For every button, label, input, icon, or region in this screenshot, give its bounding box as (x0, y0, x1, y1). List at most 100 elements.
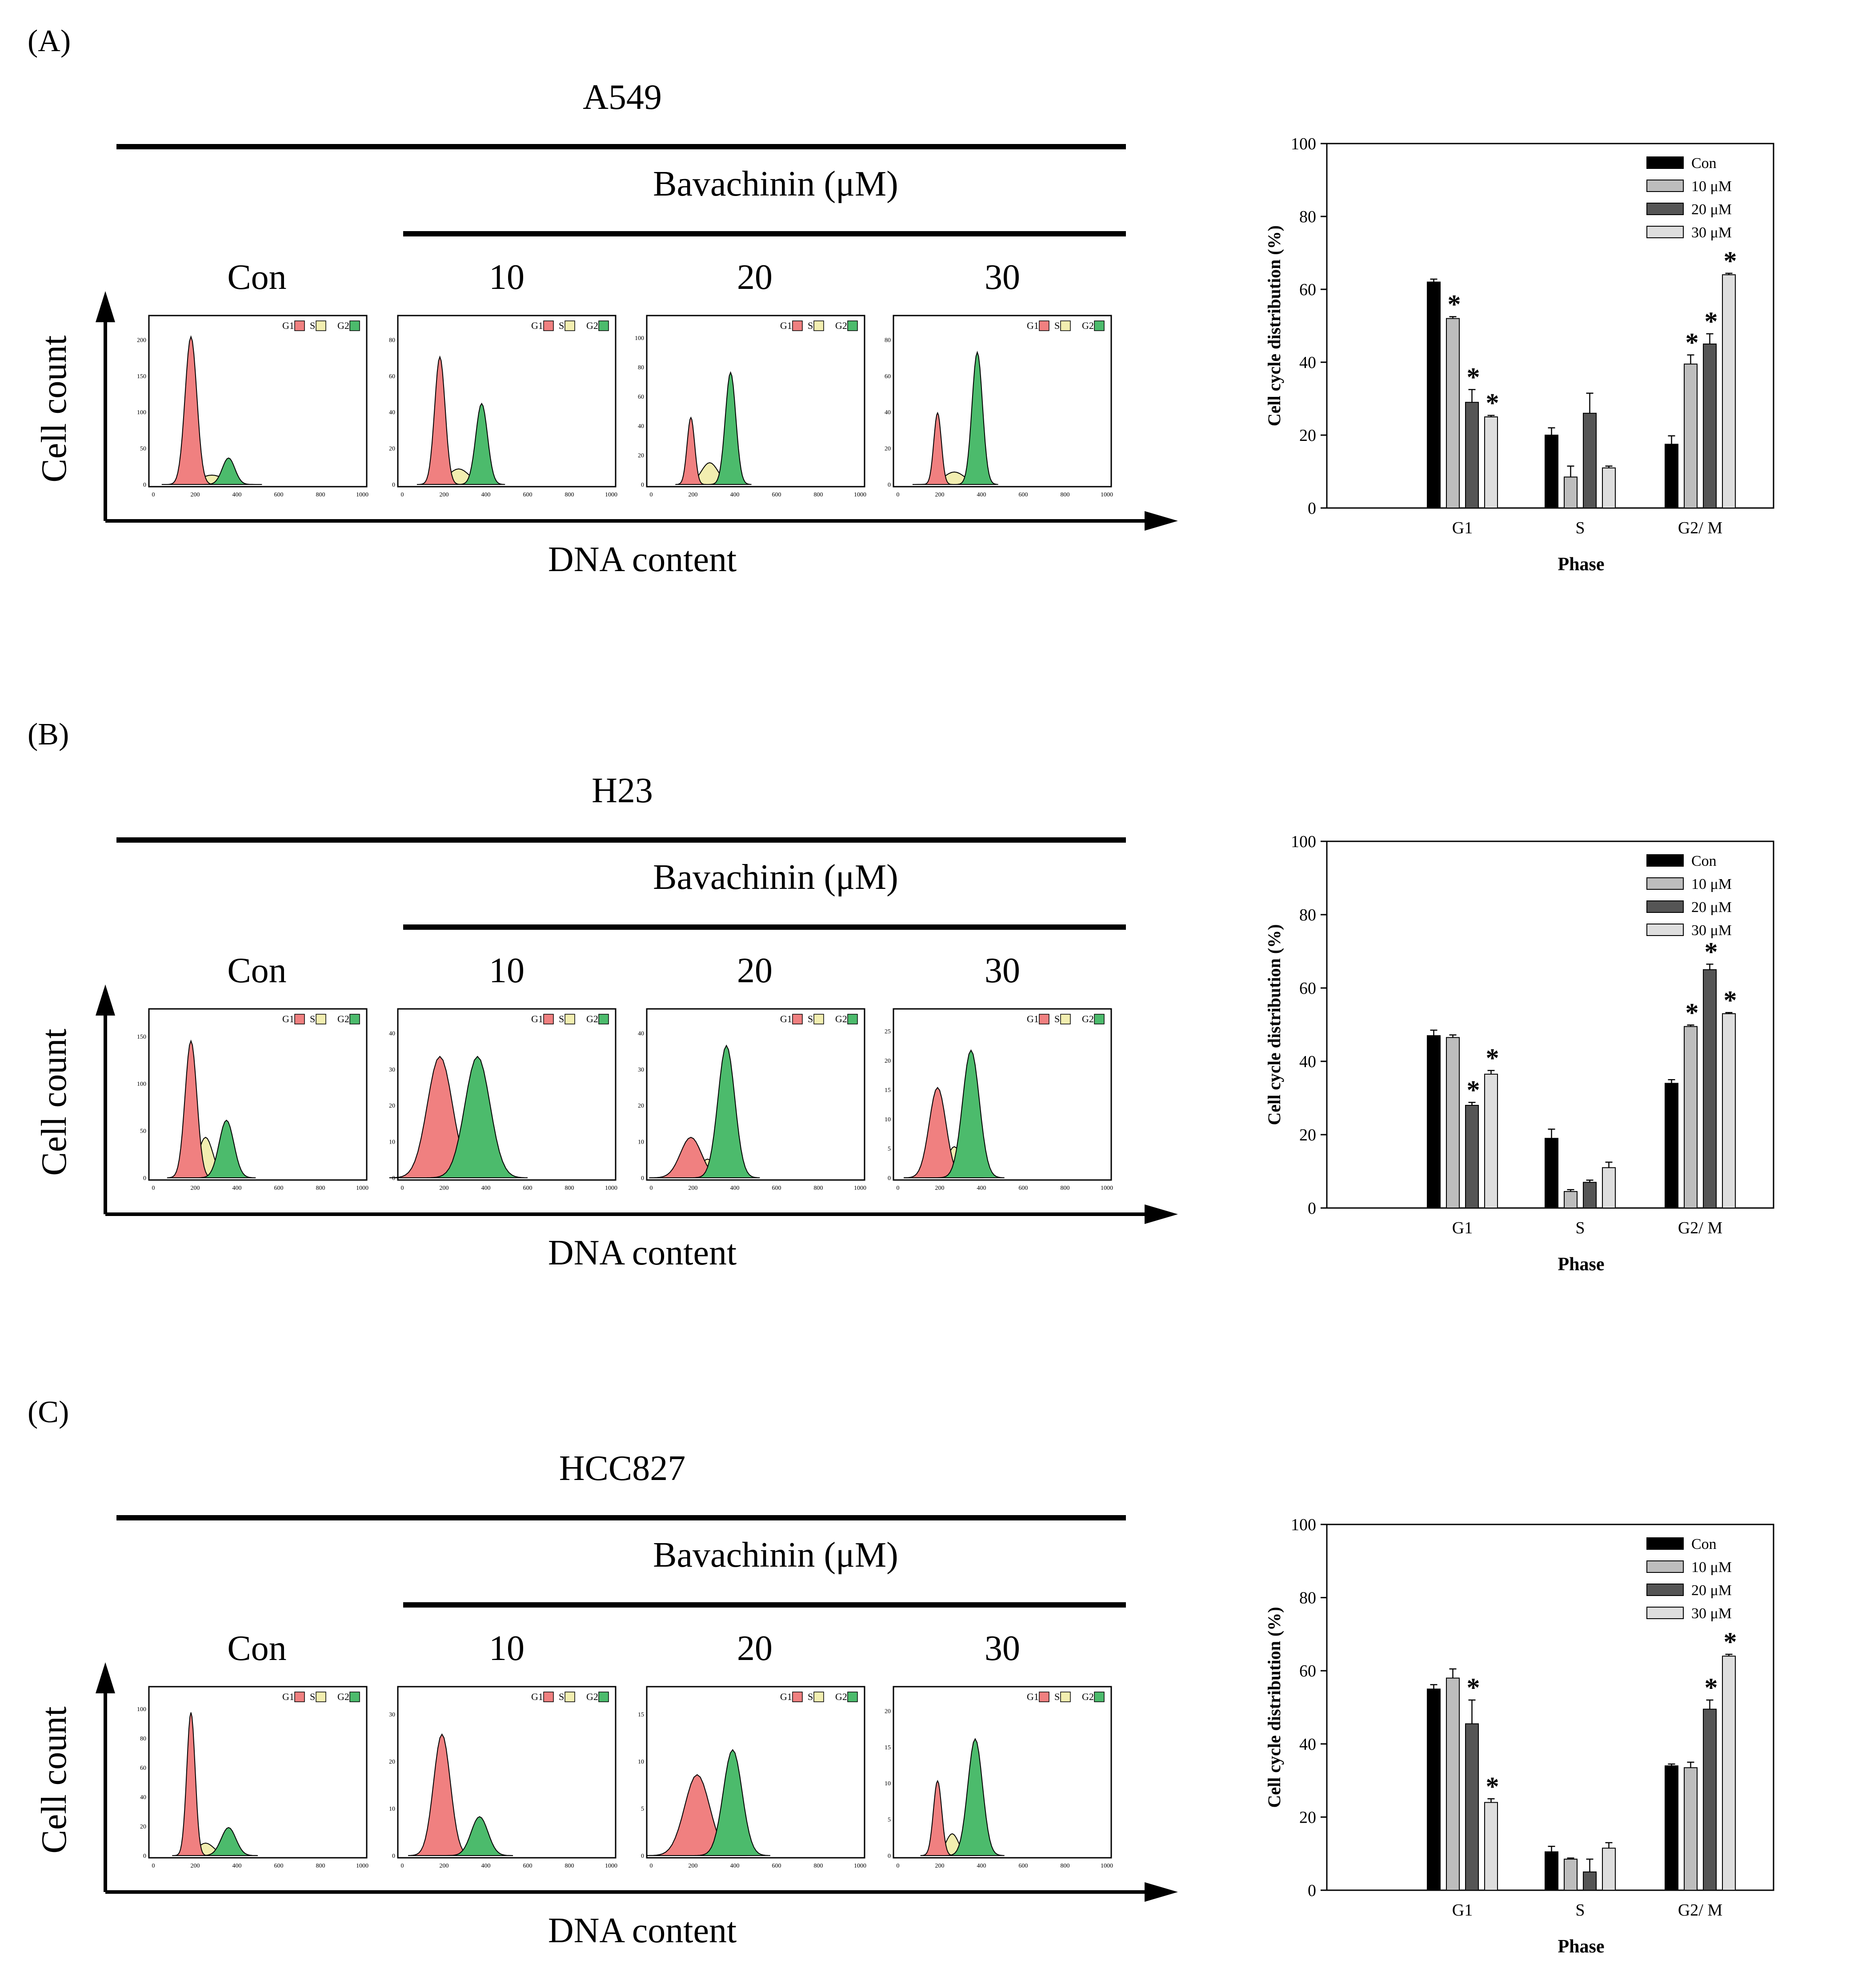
histogram-legend-label: S (1054, 320, 1060, 331)
legend-swatch (1646, 1607, 1684, 1619)
histogram-x-tick: 1000 (356, 1185, 368, 1192)
histogram-legend-label: S (559, 320, 564, 331)
histogram-legend-swatch (294, 1014, 305, 1024)
histogram-legend-label: G2 (1082, 1691, 1094, 1702)
histogram-legend-label: G2 (337, 320, 349, 331)
dna-content-label: DNA content (548, 540, 737, 579)
histogram-x-tick: 0 (650, 492, 653, 498)
condition-label: 30 (985, 1629, 1020, 1668)
g1-peak-fit (418, 355, 461, 485)
legend-swatch (1646, 180, 1684, 192)
bar (1446, 1037, 1460, 1208)
histogram-legend-swatch (1060, 1692, 1071, 1702)
bar (1583, 1871, 1597, 1891)
histogram-y-tick: 15 (638, 1712, 644, 1718)
histogram-legend-label: G2 (337, 1691, 349, 1702)
histogram-x-tick: 800 (1061, 1185, 1070, 1192)
legend-swatch (1646, 924, 1684, 936)
histogram-legend-swatch (1094, 1692, 1105, 1702)
histogram-legend-label: G1 (780, 1691, 792, 1702)
bar (1684, 1026, 1698, 1208)
histogram-x-tick: 400 (730, 1185, 740, 1192)
flow-histogram: 0 5 10 15 20 25 0 200 400 600 800 1000 G1 S G2 (885, 1008, 1113, 1192)
bar (1545, 1138, 1558, 1208)
legend-swatch (1646, 203, 1684, 215)
histogram-x-tick: 600 (772, 492, 781, 498)
legend-swatch (1646, 1537, 1684, 1550)
legend-label: Con (1691, 155, 1717, 172)
category-label: S (1575, 519, 1585, 537)
legend-swatch (1646, 156, 1684, 169)
histogram-y-tick: 0 (143, 1175, 146, 1182)
histogram-legend-swatch (813, 320, 824, 331)
histogram-x-tick: 200 (191, 1863, 200, 1869)
panel-HCC827: (C) HCC827 Bavachinin (μM) Con 10 20 30 Cell co… (28, 1395, 1178, 1950)
histogram-legend-label: G1 (531, 320, 543, 331)
histogram-y-tick: 0 (392, 1175, 395, 1182)
category-label: G1 (1452, 1901, 1473, 1920)
histogram-frame (646, 1008, 865, 1181)
histogram-y-tick: 5 (888, 1817, 891, 1824)
histogram-y-tick: 10 (389, 1806, 395, 1812)
histogram-y-tick: 0 (392, 1853, 395, 1860)
y-axis-title: Cell cycle distribution (%) (1264, 1607, 1284, 1808)
histogram-legend-label: S (559, 1013, 564, 1024)
histogram-x-tick: 400 (730, 1863, 740, 1869)
g1-peak-fit (174, 1712, 208, 1856)
bar (1722, 274, 1736, 508)
dna-axis-arrowhead (1145, 1882, 1178, 1902)
histogram-x-tick: 1000 (854, 1185, 866, 1192)
histogram-y-tick: 60 (638, 394, 644, 400)
y-tick-label: 0 (1308, 1199, 1316, 1218)
y-tick-label: 100 (1291, 1516, 1316, 1534)
g2-peak-fit (199, 1827, 258, 1856)
histogram-x-tick: 200 (191, 1185, 200, 1192)
histogram-legend-label: G1 (780, 1013, 792, 1024)
histogram-y-tick: 20 (389, 1103, 395, 1109)
histogram-x-tick: 800 (565, 1863, 574, 1869)
histogram-x-tick: 800 (814, 1185, 823, 1192)
histogram-x-tick: 1000 (1101, 1185, 1113, 1192)
histogram-y-tick: 20 (885, 446, 891, 452)
legend-label: 10 μM (1691, 876, 1732, 892)
histogram-y-tick: 150 (137, 373, 146, 380)
histogram-y-tick: 10 (885, 1116, 891, 1123)
histogram-y-tick: 20 (885, 1058, 891, 1064)
histogram-x-tick: 200 (935, 1863, 945, 1869)
bar (1545, 435, 1558, 508)
histogram-x-tick: 0 (401, 1863, 404, 1869)
histogram-legend-swatch (294, 320, 305, 331)
bar-chart-0: 0 20 40 60 80 100 Cell cycle distribution (%) P… (1264, 135, 1774, 575)
histogram-x-tick: 1000 (1101, 1863, 1113, 1869)
histogram-x-tick: 400 (481, 1863, 491, 1869)
histogram-x-tick: 600 (274, 1185, 284, 1192)
bar (1583, 1182, 1597, 1208)
g2-peak-fit (446, 1816, 513, 1856)
condition-label: 10 (489, 1629, 525, 1668)
legend-label: 30 μM (1691, 922, 1732, 939)
histogram-x-tick: 600 (523, 492, 533, 498)
bar (1465, 402, 1479, 509)
histogram-y-tick: 50 (140, 1128, 146, 1135)
y-tick-label: 0 (1308, 1881, 1316, 1900)
histogram-frame (893, 1686, 1112, 1859)
histogram-y-tick: 60 (389, 373, 395, 380)
histogram-x-tick: 0 (897, 492, 900, 498)
histogram-x-tick: 600 (1019, 1185, 1028, 1192)
histogram-legend-swatch (349, 1692, 360, 1702)
legend-label: 30 μM (1691, 1605, 1732, 1622)
histogram-x-tick: 0 (152, 1185, 155, 1192)
significance-star: * (1705, 937, 1718, 966)
histogram-legend-swatch (598, 1014, 609, 1024)
histogram-legend-label: S (310, 1691, 315, 1702)
histogram-legend-label: G2 (1082, 320, 1094, 331)
panel-label: (B) (28, 717, 69, 752)
histogram-legend-swatch (349, 320, 360, 331)
histogram-y-tick: 0 (143, 482, 146, 488)
histogram-y-tick: 10 (885, 1780, 891, 1787)
histogram-x-tick: 800 (316, 492, 325, 498)
flow-histogram: 0 50 100 150 200 0 200 400 600 800 1000 G1 S G2 (137, 315, 368, 498)
